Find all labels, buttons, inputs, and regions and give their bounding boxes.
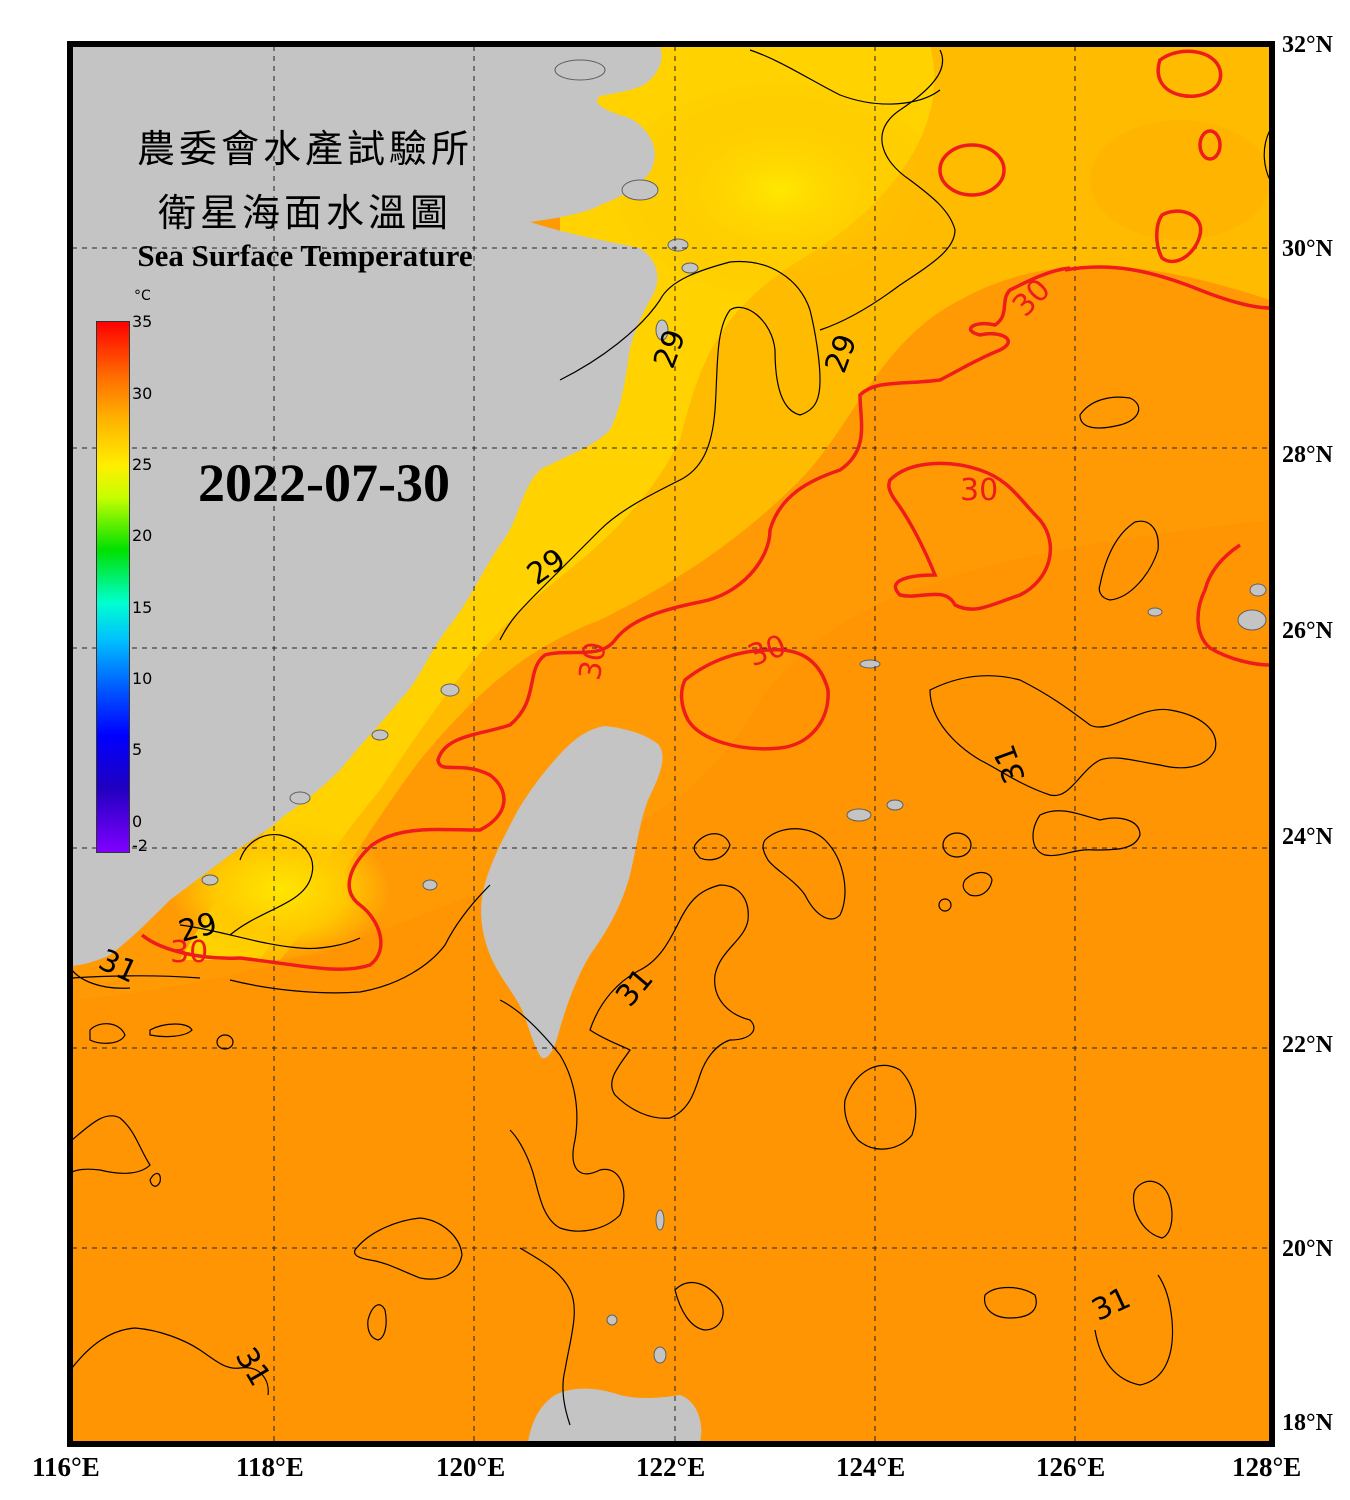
contours-29-31C bbox=[72, 49, 1270, 1426]
colorbar-tick: 25 bbox=[132, 455, 153, 474]
lat-label: 22°N bbox=[1282, 1032, 1333, 1058]
map-frame bbox=[67, 41, 1275, 1447]
warm-pocket-northeast bbox=[1090, 120, 1270, 240]
contours-30C bbox=[140, 49, 1270, 971]
colorbar-tick: 20 bbox=[132, 526, 153, 545]
warm-sea-region bbox=[72, 520, 1270, 1442]
temperature-colorbar bbox=[96, 321, 130, 853]
lat-label: 18°N bbox=[1282, 1410, 1333, 1436]
colorbar-unit: °C bbox=[134, 288, 151, 304]
contour-label-30: 30 bbox=[960, 473, 998, 508]
colorbar-tick: 10 bbox=[132, 669, 153, 688]
colorbar-tick: 0 bbox=[132, 812, 143, 831]
colorbar-tick: 35 bbox=[132, 312, 153, 331]
colorbar-tick: 30 bbox=[132, 384, 153, 403]
title-chinese-line1: 農委會水產試驗所 bbox=[136, 127, 473, 171]
date-label: 2022-07-30 bbox=[198, 453, 450, 513]
islands bbox=[201, 59, 1267, 1364]
lat-label: 20°N bbox=[1282, 1236, 1333, 1262]
colorbar-tick: 5 bbox=[132, 740, 143, 759]
contour-label-30: 30 bbox=[1263, 495, 1298, 533]
lon-label: 128°E bbox=[1232, 1452, 1302, 1482]
lat-label: 32°N bbox=[1282, 32, 1333, 58]
colorbar-tick: -2 bbox=[132, 836, 148, 855]
lat-label: 30°N bbox=[1282, 236, 1333, 262]
yellow-pool-north bbox=[610, 80, 950, 300]
contour-label-30: 30 bbox=[170, 935, 208, 970]
lon-label: 126°E bbox=[1036, 1452, 1106, 1482]
lon-label: 122°E bbox=[636, 1452, 706, 1482]
title-english: Sea Surface Temperature bbox=[137, 238, 473, 273]
land-luzon bbox=[528, 1388, 702, 1442]
lat-lon-grid bbox=[72, 46, 1270, 1442]
lon-label: 116°E bbox=[32, 1452, 100, 1482]
lon-label: 120°E bbox=[436, 1452, 506, 1482]
land-taiwan bbox=[481, 726, 663, 1059]
lat-label: 24°N bbox=[1282, 824, 1333, 850]
contour-label-30: 30 bbox=[573, 639, 614, 683]
colorbar-tick: 15 bbox=[132, 598, 153, 617]
cool-sea-region bbox=[180, 46, 1270, 960]
lat-label: 28°N bbox=[1282, 442, 1333, 468]
title-chinese-line2: 衛星海面水溫圖 bbox=[157, 191, 452, 235]
lon-label: 118°E bbox=[236, 1452, 304, 1482]
lat-label: 26°N bbox=[1282, 618, 1333, 644]
lon-label: 124°E bbox=[836, 1452, 906, 1482]
land-mainland-china bbox=[72, 46, 662, 966]
